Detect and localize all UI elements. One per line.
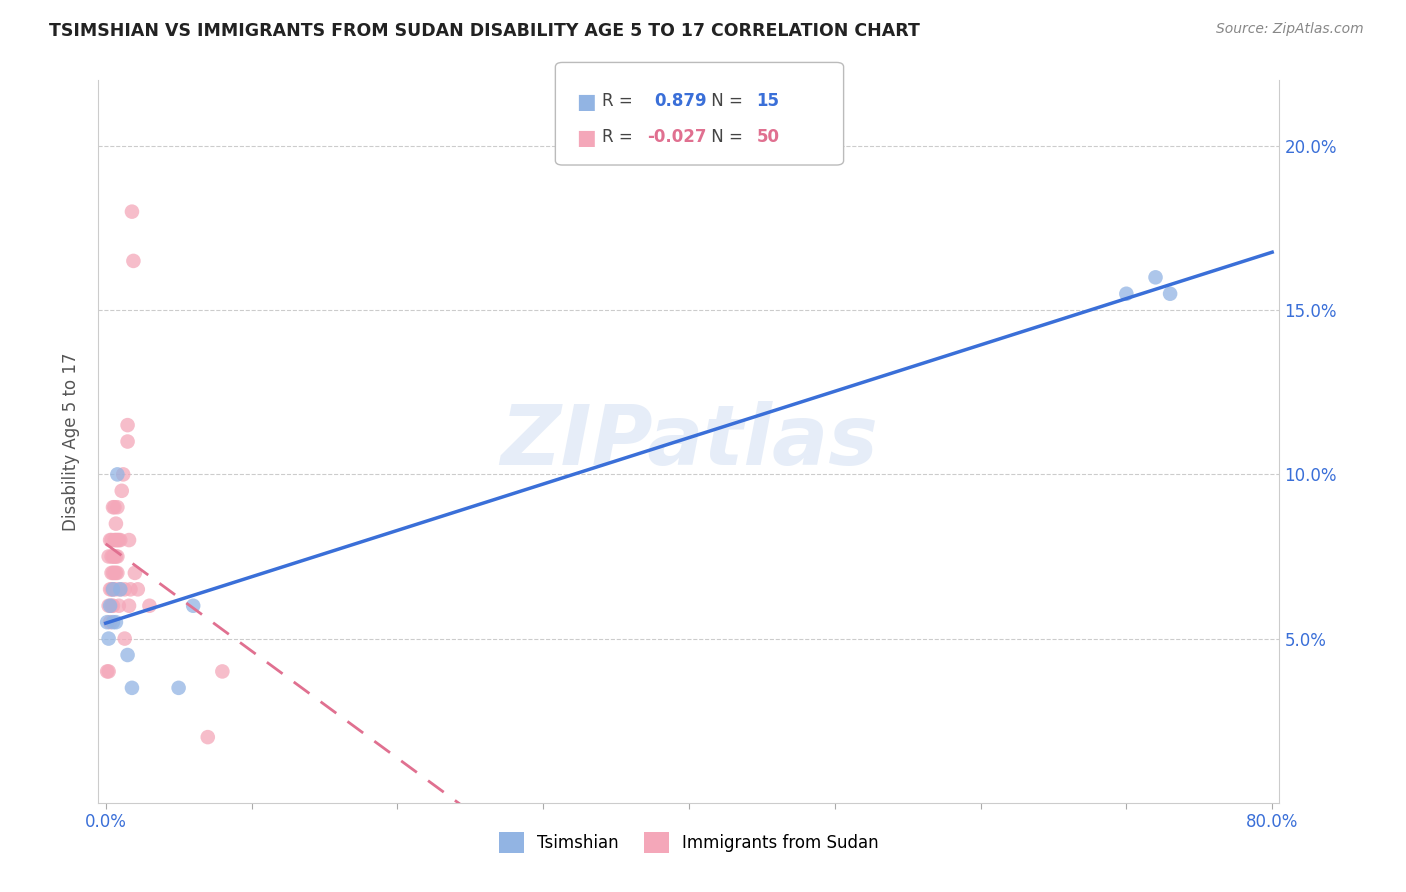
Point — [197, 730, 219, 744]
Point — [104, 582, 127, 597]
Point — [124, 566, 146, 580]
Point — [1144, 270, 1167, 285]
Point — [97, 632, 120, 646]
Point — [100, 566, 122, 580]
Point — [97, 599, 120, 613]
Point — [101, 582, 124, 597]
Point — [98, 599, 121, 613]
Point — [101, 582, 124, 597]
Point — [105, 549, 128, 564]
Point — [108, 599, 131, 613]
Point — [127, 582, 149, 597]
Point — [103, 566, 125, 580]
Point — [1159, 286, 1181, 301]
Point — [121, 681, 143, 695]
Point — [118, 533, 141, 547]
Y-axis label: Disability Age 5 to 17: Disability Age 5 to 17 — [62, 352, 80, 531]
Text: 0.879: 0.879 — [654, 92, 706, 110]
Text: 15: 15 — [756, 92, 779, 110]
Point — [98, 582, 121, 597]
Point — [117, 418, 139, 433]
Text: ■: ■ — [576, 128, 596, 147]
Point — [101, 566, 124, 580]
Point — [103, 549, 125, 564]
Point — [120, 582, 142, 597]
Point — [105, 467, 128, 482]
Point — [110, 582, 132, 597]
Legend: Tsimshian, Immigrants from Sudan: Tsimshian, Immigrants from Sudan — [492, 826, 886, 860]
Point — [104, 549, 127, 564]
Point — [121, 204, 143, 219]
Point — [104, 516, 127, 531]
Text: Source: ZipAtlas.com: Source: ZipAtlas.com — [1216, 22, 1364, 37]
Point — [97, 549, 120, 564]
Point — [108, 533, 131, 547]
Text: ■: ■ — [576, 92, 596, 112]
Point — [114, 582, 136, 597]
Text: -0.027: -0.027 — [647, 128, 706, 145]
Point — [211, 665, 233, 679]
Point — [100, 599, 122, 613]
Point — [167, 681, 190, 695]
Text: ZIPatlas: ZIPatlas — [501, 401, 877, 482]
Point — [105, 533, 128, 547]
Point — [181, 599, 204, 613]
Text: TSIMSHIAN VS IMMIGRANTS FROM SUDAN DISABILITY AGE 5 TO 17 CORRELATION CHART: TSIMSHIAN VS IMMIGRANTS FROM SUDAN DISAB… — [49, 22, 920, 40]
Text: R =: R = — [602, 128, 638, 145]
Point — [98, 615, 121, 630]
Text: N =: N = — [706, 128, 748, 145]
Point — [122, 253, 145, 268]
Point — [101, 500, 124, 515]
Point — [104, 566, 127, 580]
Point — [110, 533, 132, 547]
Point — [101, 549, 124, 564]
Point — [112, 467, 135, 482]
Point — [118, 599, 141, 613]
Point — [100, 533, 122, 547]
Point — [100, 582, 122, 597]
Point — [104, 533, 127, 547]
Point — [117, 434, 139, 449]
Point — [101, 599, 124, 613]
Point — [96, 615, 118, 630]
Point — [103, 533, 125, 547]
Point — [1115, 286, 1137, 301]
Point — [105, 500, 128, 515]
Point — [101, 615, 124, 630]
Point — [114, 632, 136, 646]
Point — [117, 648, 139, 662]
Point — [110, 582, 132, 597]
Point — [105, 566, 128, 580]
Point — [96, 665, 118, 679]
Point — [138, 599, 160, 613]
Text: 50: 50 — [756, 128, 779, 145]
Point — [97, 665, 120, 679]
Point — [103, 500, 125, 515]
Point — [100, 549, 122, 564]
Point — [111, 483, 134, 498]
Point — [98, 533, 121, 547]
Point — [104, 615, 127, 630]
Text: N =: N = — [706, 92, 748, 110]
Text: R =: R = — [602, 92, 638, 110]
